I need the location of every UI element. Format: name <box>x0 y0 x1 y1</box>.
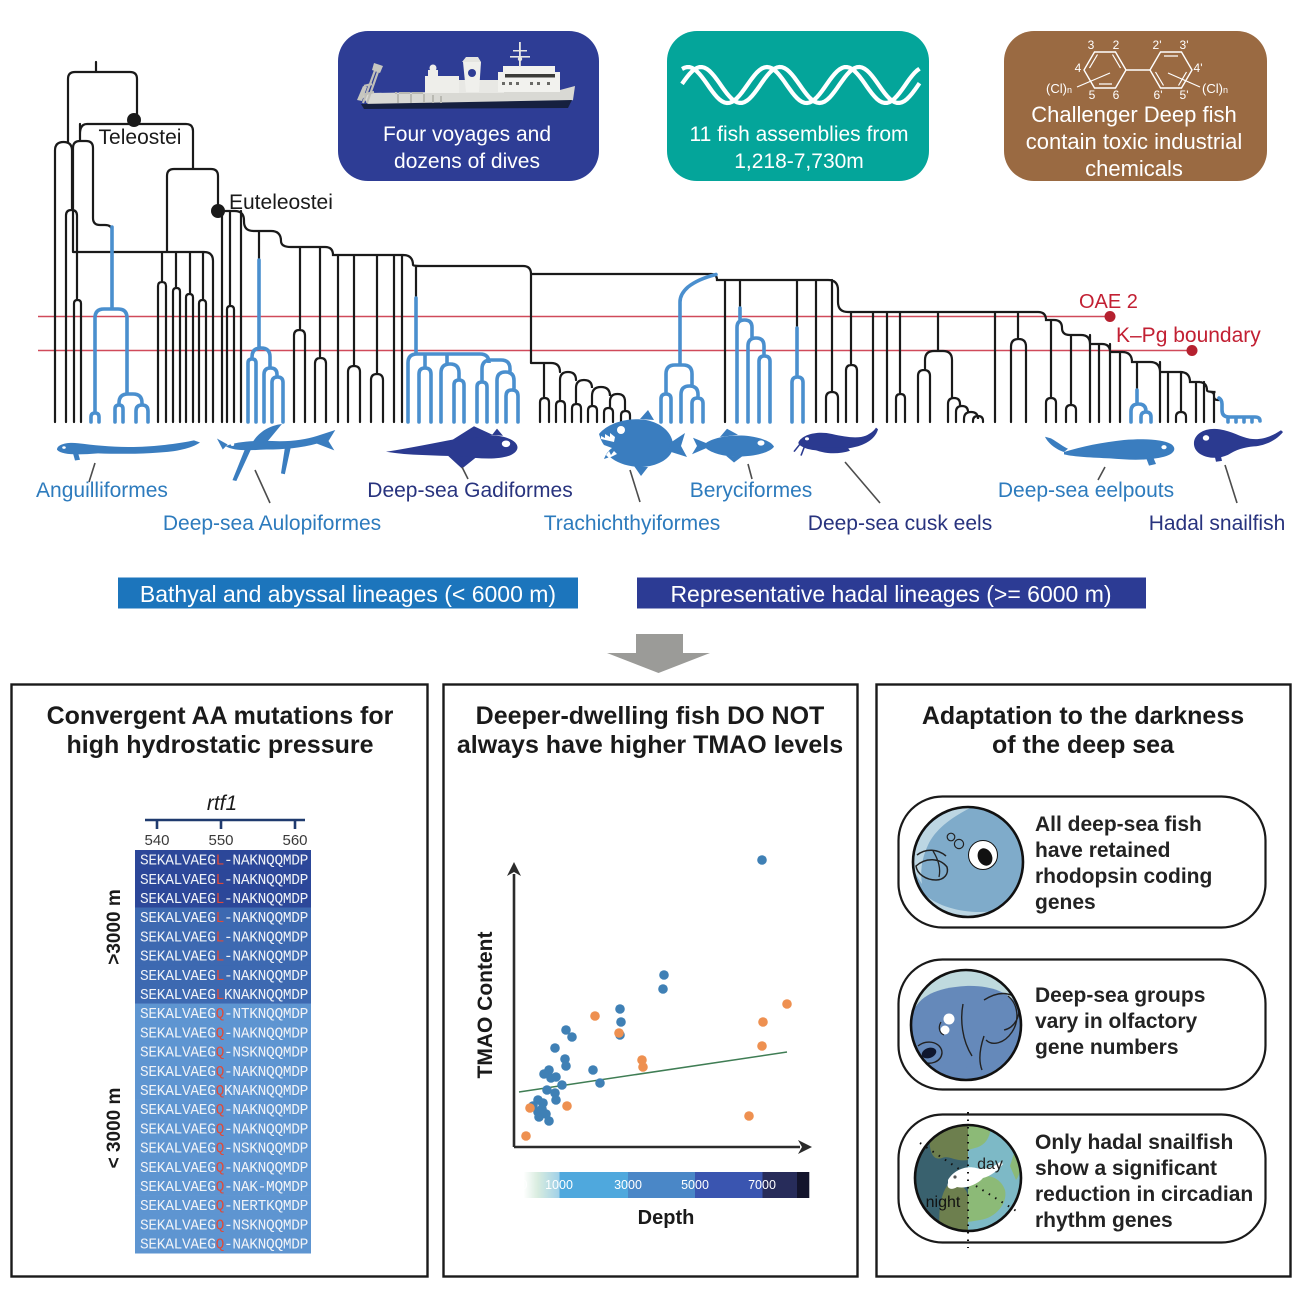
svg-text:Deep-sea Gadiformes: Deep-sea Gadiformes <box>367 479 572 502</box>
svg-text:6': 6' <box>1154 88 1163 102</box>
svg-text:Beryciformes: Beryciformes <box>690 479 813 502</box>
svg-text:SEKALVAEGL-NAKNQQMDP: SEKALVAEGL-NAKNQQMDP <box>140 854 308 870</box>
svg-text:5000: 5000 <box>681 1178 709 1192</box>
svg-text:dozens of dives: dozens of dives <box>394 150 540 173</box>
svg-text:have retained: have retained <box>1035 839 1170 862</box>
svg-text:SEKALVAEGL-NAKNQQMDP: SEKALVAEGL-NAKNQQMDP <box>140 969 308 985</box>
svg-text:Trachichthyiformes: Trachichthyiformes <box>544 512 721 535</box>
svg-text:Deep-sea Aulopiformes: Deep-sea Aulopiformes <box>163 512 381 535</box>
svg-text:1000: 1000 <box>545 1178 573 1192</box>
svg-text:Deep-sea eelpouts: Deep-sea eelpouts <box>998 479 1174 502</box>
svg-text:Only hadal snailfish: Only hadal snailfish <box>1035 1131 1233 1154</box>
svg-text:5: 5 <box>1089 88 1096 102</box>
svg-text:4': 4' <box>1194 61 1203 75</box>
svg-text:Depth: Depth <box>638 1207 695 1229</box>
svg-text:SEKALVAEGLKNAKNQQMDP: SEKALVAEGLKNAKNQQMDP <box>140 988 308 1004</box>
svg-text:SEKALVAEGQ-NERTKQMDP: SEKALVAEGQ-NERTKQMDP <box>140 1199 308 1215</box>
svg-text:Convergent AA mutations for: Convergent AA mutations for <box>47 702 394 730</box>
svg-text:Euteleostei: Euteleostei <box>229 191 333 214</box>
svg-text:2: 2 <box>1113 38 1120 52</box>
svg-text:SEKALVAEGQ-NAKNQQMDP: SEKALVAEGQ-NAKNQQMDP <box>140 1065 308 1081</box>
svg-text:SEKALVAEGQ-NTKNQQMDP: SEKALVAEGQ-NTKNQQMDP <box>140 1007 308 1023</box>
svg-text:Challenger Deep fish: Challenger Deep fish <box>1031 102 1236 127</box>
svg-text:SEKALVAEGQKNAKNQQMDP: SEKALVAEGQKNAKNQQMDP <box>140 1084 308 1100</box>
svg-text:SEKALVAEGQ-NAKNQQMDP: SEKALVAEGQ-NAKNQQMDP <box>140 1103 308 1119</box>
svg-text:Adaptation to the darkness: Adaptation to the darkness <box>922 702 1244 730</box>
svg-text:0: 0 <box>521 1178 528 1192</box>
svg-text:OAE 2: OAE 2 <box>1079 291 1138 313</box>
svg-text:550: 550 <box>208 832 233 849</box>
svg-text:SEKALVAEGQ-NAKNQQMDP: SEKALVAEGQ-NAKNQQMDP <box>140 1122 308 1138</box>
svg-text:SEKALVAEGL-NAKNQQMDP: SEKALVAEGL-NAKNQQMDP <box>140 873 308 889</box>
svg-text:Four voyages and: Four voyages and <box>383 123 551 146</box>
svg-text:night: night <box>926 1194 961 1211</box>
svg-text:All deep-sea fish: All deep-sea fish <box>1035 813 1202 836</box>
svg-text:Teleostei: Teleostei <box>99 126 182 149</box>
svg-text:SEKALVAEGQ-NSKNQQMDP: SEKALVAEGQ-NSKNQQMDP <box>140 1218 308 1234</box>
svg-text:Deeper-dwelling fish DO NOT: Deeper-dwelling fish DO NOT <box>476 702 825 730</box>
svg-text:rhythm genes: rhythm genes <box>1035 1209 1173 1232</box>
svg-text:SEKALVAEGQ-NAKNQQMDP: SEKALVAEGQ-NAKNQQMDP <box>140 1161 308 1177</box>
svg-text:SEKALVAEGL-NAKNQQMDP: SEKALVAEGL-NAKNQQMDP <box>140 911 308 927</box>
svg-text:4: 4 <box>1075 61 1082 75</box>
svg-text:SEKALVAEGQ-NAKNQQMDP: SEKALVAEGQ-NAKNQQMDP <box>140 1238 308 1254</box>
svg-text:chemicals: chemicals <box>1085 156 1183 181</box>
svg-text:day: day <box>977 1156 1003 1173</box>
svg-text:>3000 m: >3000 m <box>104 889 125 965</box>
svg-text:3: 3 <box>1088 38 1095 52</box>
svg-text:SEKALVAEGQ-NSKNQQMDP: SEKALVAEGQ-NSKNQQMDP <box>140 1142 308 1158</box>
svg-text:5': 5' <box>1180 88 1189 102</box>
svg-text:7000: 7000 <box>748 1178 776 1192</box>
svg-text:of the deep sea: of the deep sea <box>992 731 1175 759</box>
svg-text:SEKALVAEGQ-NAKNQQMDP: SEKALVAEGQ-NAKNQQMDP <box>140 1026 308 1042</box>
svg-text:< 3000 m: < 3000 m <box>104 1088 125 1169</box>
svg-text:K–Pg boundary: K–Pg boundary <box>1116 324 1261 347</box>
svg-text:(Cl)n: (Cl)n <box>1046 81 1072 96</box>
svg-text:SEKALVAEGQ-NSKNQQMDP: SEKALVAEGQ-NSKNQQMDP <box>140 1046 308 1062</box>
svg-text:11 fish assemblies from: 11 fish assemblies from <box>689 123 908 146</box>
svg-text:Anguilliformes: Anguilliformes <box>36 479 168 502</box>
svg-text:rhodopsin coding: rhodopsin coding <box>1035 865 1212 888</box>
svg-text:always have higher TMAO levels: always have higher TMAO levels <box>457 731 843 759</box>
svg-text:reduction in circadian: reduction in circadian <box>1035 1183 1253 1206</box>
svg-text:show a significant: show a significant <box>1035 1157 1217 1180</box>
svg-text:SEKALVAEGL-NAKNQQMDP: SEKALVAEGL-NAKNQQMDP <box>140 892 308 908</box>
svg-text:vary in olfactory: vary in olfactory <box>1035 1010 1198 1033</box>
svg-text:1,218-7,730m: 1,218-7,730m <box>734 150 864 173</box>
svg-text:(Cl)n: (Cl)n <box>1202 81 1228 96</box>
svg-text:SEKALVAEGL-NAKNQQMDP: SEKALVAEGL-NAKNQQMDP <box>140 950 308 966</box>
svg-text:3': 3' <box>1180 38 1189 52</box>
svg-text:TMAO Content: TMAO Content <box>474 932 497 1079</box>
svg-text:high hydrostatic pressure: high hydrostatic pressure <box>66 731 373 759</box>
svg-text:SEKALVAEGL-NAKNQQMDP: SEKALVAEGL-NAKNQQMDP <box>140 930 308 946</box>
svg-text:6: 6 <box>1113 88 1120 102</box>
svg-text:Deep-sea groups: Deep-sea groups <box>1035 984 1205 1007</box>
svg-text:SEKALVAEGQ-NAK-MQMDP: SEKALVAEGQ-NAK-MQMDP <box>140 1180 308 1196</box>
svg-text:contain toxic industrial: contain toxic industrial <box>1026 129 1242 154</box>
svg-text:Representative hadal lineages: Representative hadal lineages (>= 6000 m… <box>670 581 1111 607</box>
svg-text:gene numbers: gene numbers <box>1035 1036 1179 1059</box>
svg-text:2': 2' <box>1153 38 1162 52</box>
svg-text:560: 560 <box>282 832 307 849</box>
svg-text:3000: 3000 <box>614 1178 642 1192</box>
svg-text:Bathyal and abyssal lineages (: Bathyal and abyssal lineages (< 6000 m) <box>140 581 556 607</box>
svg-text:rtf1: rtf1 <box>207 792 237 815</box>
svg-text:Hadal snailfish: Hadal snailfish <box>1149 512 1286 535</box>
svg-text:540: 540 <box>144 832 169 849</box>
svg-text:genes: genes <box>1035 891 1096 914</box>
svg-text:Deep-sea cusk eels: Deep-sea cusk eels <box>808 512 992 535</box>
